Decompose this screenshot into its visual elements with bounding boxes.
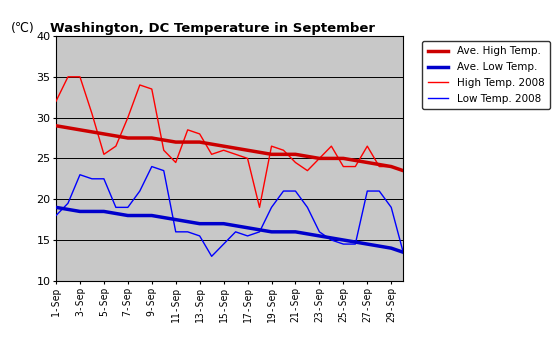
Line: Ave. High Temp.: Ave. High Temp. — [56, 126, 403, 171]
Low Temp. 2008 — [244, 234, 251, 238]
Ave. High Temp. — [244, 148, 251, 152]
Line: Ave. Low Temp.: Ave. Low Temp. — [56, 207, 403, 252]
Ave. Low Temp. — [77, 209, 83, 213]
Low Temp. 2008 — [64, 201, 71, 206]
Ave. High Temp. — [316, 156, 323, 161]
Ave. High Temp. — [172, 140, 179, 144]
High Temp. 2008 — [256, 205, 263, 210]
Ave. High Temp. — [364, 160, 371, 165]
Low Temp. 2008 — [304, 205, 311, 210]
Line: High Temp. 2008: High Temp. 2008 — [56, 77, 403, 207]
High Temp. 2008 — [197, 132, 203, 136]
Low Temp. 2008 — [256, 230, 263, 234]
High Temp. 2008 — [292, 160, 299, 165]
Low Temp. 2008 — [113, 205, 119, 210]
High Temp. 2008 — [101, 152, 108, 157]
Low Temp. 2008 — [400, 250, 407, 255]
Low Temp. 2008 — [88, 177, 95, 181]
High Temp. 2008 — [340, 165, 347, 169]
Low Temp. 2008 — [328, 238, 335, 242]
Low Temp. 2008 — [101, 177, 108, 181]
Ave. High Temp. — [77, 128, 83, 132]
Ave. Low Temp. — [292, 230, 299, 234]
Low Temp. 2008 — [160, 168, 167, 173]
Ave. Low Temp. — [220, 221, 227, 226]
Ave. Low Temp. — [244, 226, 251, 230]
Ave. High Temp. — [292, 152, 299, 157]
Low Temp. 2008 — [280, 189, 287, 193]
Low Temp. 2008 — [77, 172, 83, 177]
High Temp. 2008 — [280, 148, 287, 152]
High Temp. 2008 — [148, 87, 155, 91]
Ave. High Temp. — [220, 144, 227, 148]
High Temp. 2008 — [268, 144, 275, 148]
Low Temp. 2008 — [184, 230, 191, 234]
High Temp. 2008 — [232, 152, 239, 157]
High Temp. 2008 — [137, 83, 143, 87]
Text: Washington, DC Temperature in September: Washington, DC Temperature in September — [50, 22, 375, 35]
High Temp. 2008 — [172, 160, 179, 165]
High Temp. 2008 — [220, 148, 227, 152]
Ave. Low Temp. — [268, 230, 275, 234]
High Temp. 2008 — [88, 111, 95, 116]
Low Temp. 2008 — [232, 230, 239, 234]
Low Temp. 2008 — [124, 205, 131, 210]
Low Temp. 2008 — [208, 254, 215, 258]
Ave. Low Temp. — [340, 238, 347, 242]
Ave. High Temp. — [388, 165, 395, 169]
Low Temp. 2008 — [197, 234, 203, 238]
High Temp. 2008 — [124, 116, 131, 120]
Low Temp. 2008 — [388, 205, 395, 210]
Low Temp. 2008 — [316, 230, 323, 234]
High Temp. 2008 — [400, 168, 407, 173]
High Temp. 2008 — [53, 99, 59, 103]
Ave. High Temp. — [53, 123, 59, 128]
Ave. Low Temp. — [53, 205, 59, 210]
Legend: Ave. High Temp., Ave. Low Temp., High Temp. 2008, Low Temp. 2008: Ave. High Temp., Ave. Low Temp., High Te… — [422, 41, 549, 109]
Ave. Low Temp. — [364, 242, 371, 246]
Low Temp. 2008 — [352, 242, 358, 246]
Ave. Low Temp. — [148, 213, 155, 218]
Ave. High Temp. — [148, 136, 155, 140]
High Temp. 2008 — [77, 75, 83, 79]
Low Temp. 2008 — [340, 242, 347, 246]
High Temp. 2008 — [376, 165, 382, 169]
Low Temp. 2008 — [137, 189, 143, 193]
Low Temp. 2008 — [364, 189, 371, 193]
Ave. High Temp. — [268, 152, 275, 157]
Ave. Low Temp. — [400, 250, 407, 255]
Low Temp. 2008 — [268, 205, 275, 210]
Text: (℃): (℃) — [11, 22, 35, 35]
Ave. High Temp. — [340, 156, 347, 161]
Low Temp. 2008 — [220, 242, 227, 246]
Ave. Low Temp. — [124, 213, 131, 218]
Ave. Low Temp. — [316, 234, 323, 238]
High Temp. 2008 — [352, 165, 358, 169]
High Temp. 2008 — [364, 144, 371, 148]
High Temp. 2008 — [208, 152, 215, 157]
Ave. Low Temp. — [172, 217, 179, 222]
High Temp. 2008 — [328, 144, 335, 148]
Low Temp. 2008 — [292, 189, 299, 193]
Line: Low Temp. 2008: Low Temp. 2008 — [56, 167, 403, 256]
Ave. Low Temp. — [388, 246, 395, 250]
High Temp. 2008 — [304, 168, 311, 173]
Ave. Low Temp. — [197, 221, 203, 226]
Ave. High Temp. — [101, 132, 108, 136]
Ave. Low Temp. — [101, 209, 108, 213]
High Temp. 2008 — [184, 128, 191, 132]
Low Temp. 2008 — [53, 213, 59, 218]
Low Temp. 2008 — [148, 165, 155, 169]
High Temp. 2008 — [113, 144, 119, 148]
Ave. High Temp. — [124, 136, 131, 140]
High Temp. 2008 — [160, 148, 167, 152]
Low Temp. 2008 — [172, 230, 179, 234]
Ave. High Temp. — [400, 168, 407, 173]
High Temp. 2008 — [388, 165, 395, 169]
High Temp. 2008 — [244, 156, 251, 161]
Low Temp. 2008 — [376, 189, 382, 193]
High Temp. 2008 — [316, 156, 323, 161]
High Temp. 2008 — [64, 75, 71, 79]
Ave. High Temp. — [197, 140, 203, 144]
